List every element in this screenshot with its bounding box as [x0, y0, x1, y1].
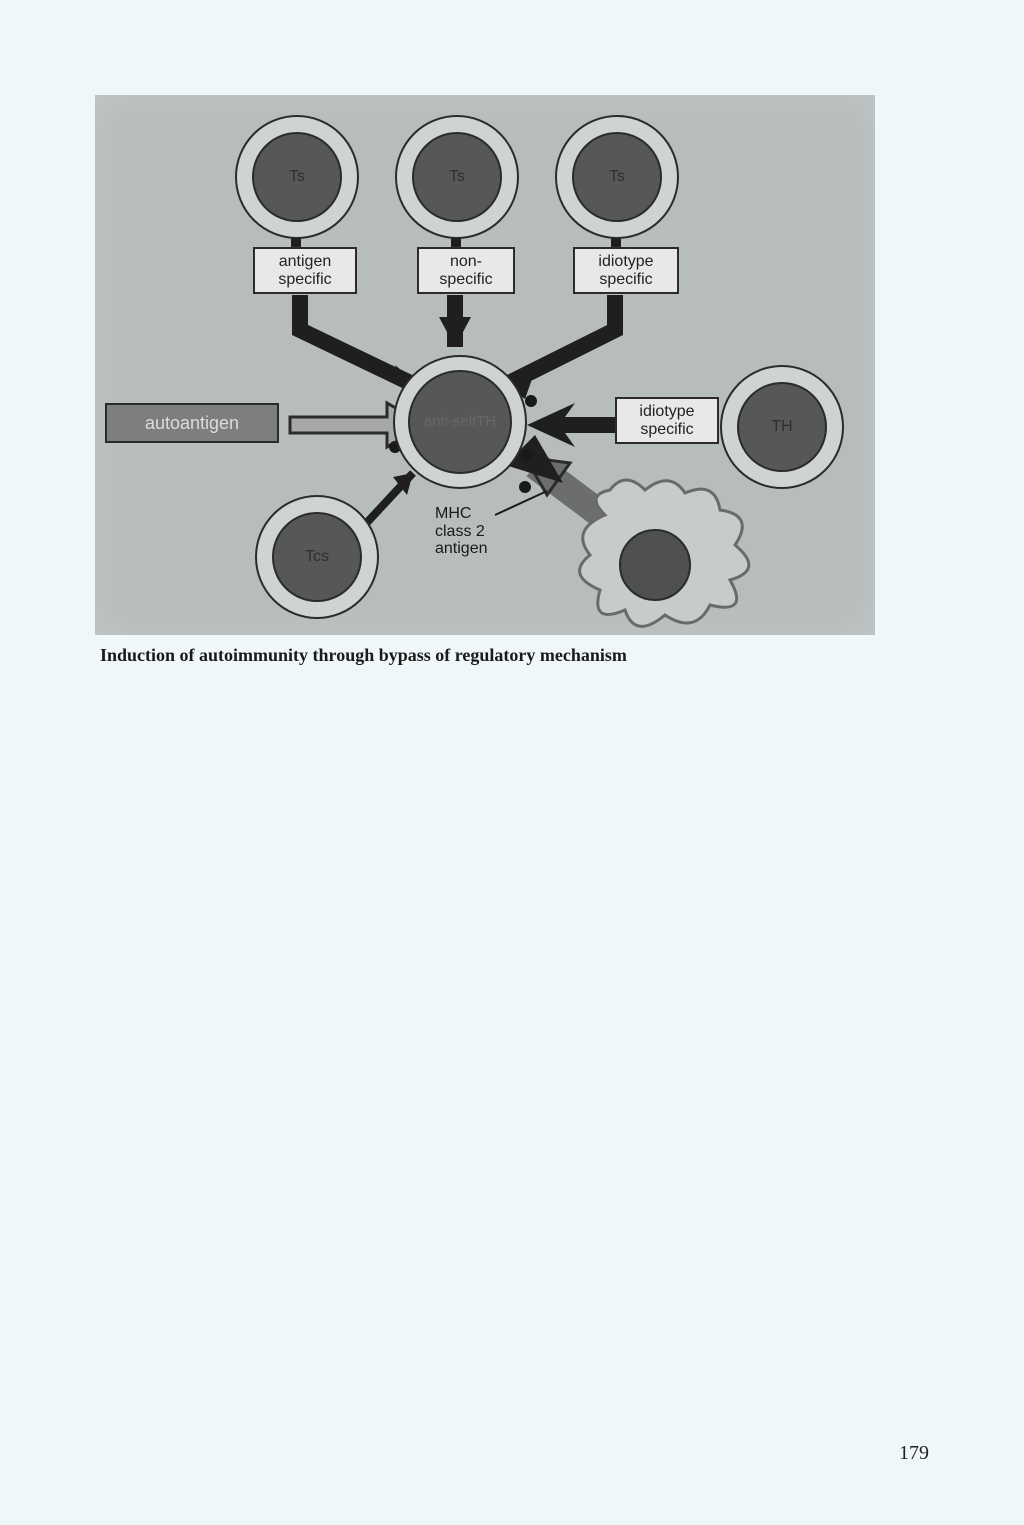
cell-ts-2-nucleus: Ts: [412, 132, 502, 222]
cell-right-th-label: TH: [771, 418, 792, 436]
page: Ts Ts Ts antigen specific non- specific …: [0, 0, 1024, 1525]
cell-ts-1-nucleus: Ts: [252, 132, 342, 222]
box-idiotype-specific-right-l1: idiotype: [639, 403, 694, 420]
cell-tcs: Tcs: [255, 495, 379, 619]
cell-center-nucleus: anti-self TH: [408, 370, 512, 474]
cell-ts-1-label: Ts: [289, 168, 305, 186]
cell-ts-3-label: Ts: [609, 168, 625, 186]
box-antigen-specific-l2: specific: [278, 271, 331, 288]
box-idiotype-specific-top-l2: specific: [599, 271, 652, 288]
cell-ts-2-label: Ts: [449, 168, 465, 186]
diagram-panel: Ts Ts Ts antigen specific non- specific …: [95, 95, 875, 635]
cell-ts-3-nucleus: Ts: [572, 132, 662, 222]
box-antigen-specific: antigen specific: [253, 247, 357, 294]
box-idiotype-specific-right-l2: specific: [640, 421, 693, 438]
cell-tcs-label: Tcs: [305, 548, 329, 566]
cell-right-th-nucleus: TH: [737, 382, 827, 472]
box-non-specific-l2: specific: [439, 271, 492, 288]
box-idiotype-specific-top-l1: idiotype: [598, 253, 653, 270]
box-autoantigen: autoantigen: [105, 403, 279, 443]
mhc-l1: MHC: [435, 505, 471, 522]
mhc-l2: class 2: [435, 523, 485, 540]
page-number: 179: [899, 1442, 929, 1465]
cell-right-th: TH: [720, 365, 844, 489]
cell-center-l1: anti-self: [424, 414, 477, 431]
mhc-label: MHC class 2 antigen: [435, 505, 488, 558]
box-idiotype-specific-right: idiotype specific: [615, 397, 719, 444]
cell-ts-1: Ts: [235, 115, 359, 239]
figure-caption: Induction of autoimmunity through bypass…: [100, 645, 627, 666]
cell-ts-3: Ts: [555, 115, 679, 239]
box-idiotype-specific-top: idiotype specific: [573, 247, 679, 294]
cell-center-l2: TH: [476, 414, 496, 431]
box-non-specific-l1: non-: [450, 253, 482, 270]
macrophage-cell: [565, 475, 765, 635]
box-autoantigen-text: autoantigen: [145, 413, 239, 433]
box-non-specific: non- specific: [417, 247, 515, 294]
cell-tcs-nucleus: Tcs: [272, 512, 362, 602]
cell-ts-2: Ts: [395, 115, 519, 239]
mhc-l3: antigen: [435, 540, 488, 557]
macrophage-shape: [565, 475, 765, 635]
cell-center-antiself: anti-self TH: [393, 355, 527, 489]
box-antigen-specific-l1: antigen: [279, 253, 332, 270]
